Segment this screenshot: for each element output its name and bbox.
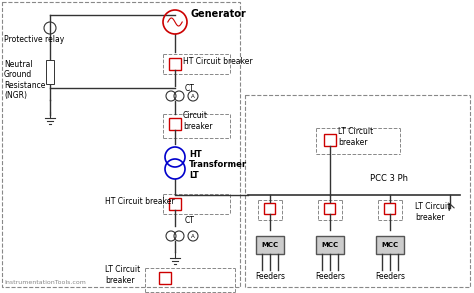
- Text: Neutral
Ground
Resistance
(NGR): Neutral Ground Resistance (NGR): [4, 60, 46, 100]
- Circle shape: [188, 231, 198, 241]
- Text: PCC 3 Ph: PCC 3 Ph: [370, 174, 408, 183]
- Text: HT
Transformer
LT: HT Transformer LT: [189, 150, 247, 180]
- Text: Generator: Generator: [191, 9, 247, 19]
- FancyBboxPatch shape: [169, 58, 181, 70]
- FancyBboxPatch shape: [169, 198, 181, 210]
- Text: Protective relay: Protective relay: [4, 35, 64, 44]
- Text: LT Circuit
breaker: LT Circuit breaker: [338, 127, 373, 147]
- Text: A: A: [191, 93, 195, 98]
- Text: LT Circuit
breaker: LT Circuit breaker: [415, 202, 450, 222]
- Text: InstrumentationTools.com: InstrumentationTools.com: [4, 280, 86, 285]
- Circle shape: [188, 91, 198, 101]
- FancyBboxPatch shape: [316, 236, 344, 254]
- FancyBboxPatch shape: [264, 202, 275, 214]
- FancyBboxPatch shape: [169, 118, 181, 130]
- FancyBboxPatch shape: [256, 236, 284, 254]
- Text: Feeders: Feeders: [315, 272, 345, 281]
- FancyBboxPatch shape: [325, 202, 336, 214]
- Text: MCC: MCC: [382, 242, 399, 248]
- FancyBboxPatch shape: [324, 134, 336, 146]
- FancyBboxPatch shape: [384, 202, 395, 214]
- Text: LT Circuit
breaker: LT Circuit breaker: [105, 265, 140, 285]
- Text: HT Circuit breaker: HT Circuit breaker: [105, 197, 174, 205]
- Text: MCC: MCC: [262, 242, 279, 248]
- FancyBboxPatch shape: [376, 236, 404, 254]
- Text: A: A: [191, 234, 195, 239]
- Text: CT: CT: [185, 84, 195, 93]
- Text: CT: CT: [185, 216, 195, 225]
- Text: Feeders: Feeders: [255, 272, 285, 281]
- Text: HT Circuit breaker: HT Circuit breaker: [183, 57, 253, 66]
- FancyBboxPatch shape: [159, 272, 171, 284]
- Text: MCC: MCC: [321, 242, 338, 248]
- Text: Circuit
breaker: Circuit breaker: [183, 111, 212, 131]
- FancyBboxPatch shape: [46, 60, 54, 84]
- Text: Feeders: Feeders: [375, 272, 405, 281]
